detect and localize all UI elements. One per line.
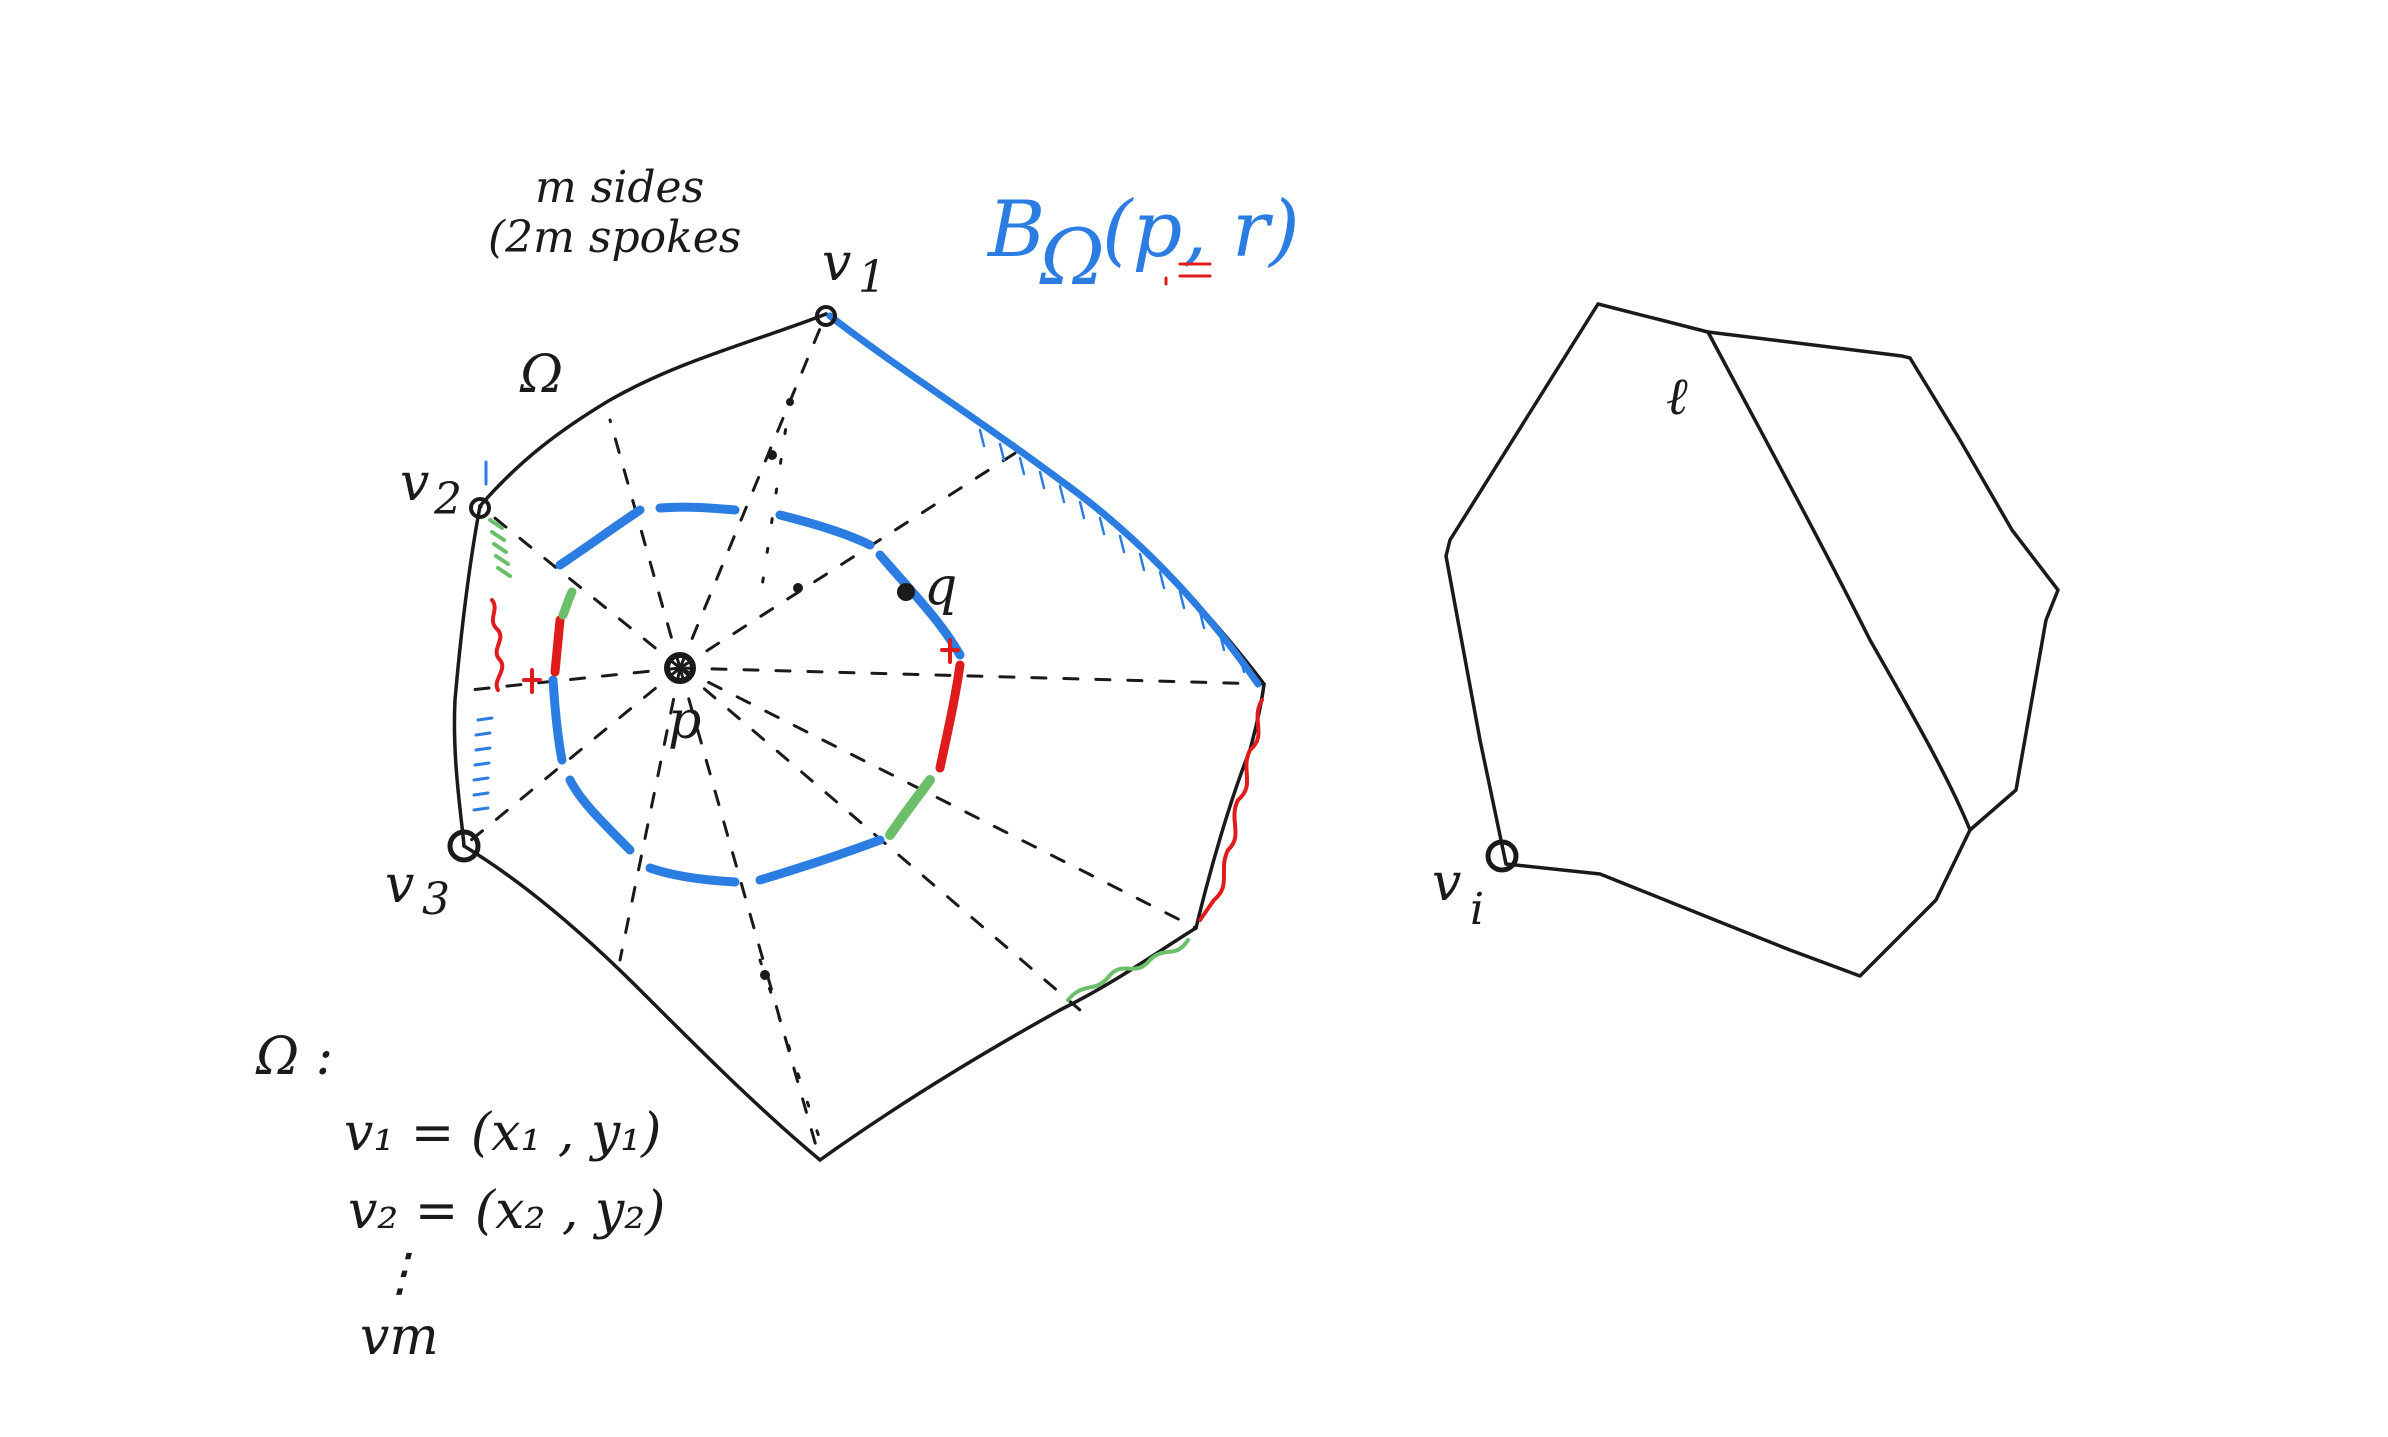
ball-edge-top-right [775, 510, 875, 550]
ball-label-b: B [986, 185, 1045, 275]
hatch-top-right-ticks [978, 428, 1246, 674]
hatch-left-red-tick [522, 668, 542, 694]
ball-edge-left-green [558, 587, 577, 620]
spoke-upper-left [608, 418, 682, 670]
spoke-bottom [678, 666, 822, 1162]
spokes-label: (2m spokes [488, 212, 741, 263]
spoke-left [468, 666, 682, 692]
spoke-v3 [462, 666, 682, 848]
v1-label: v [822, 233, 851, 293]
ball-edge-right-upper [875, 550, 965, 660]
point-p-marker [664, 652, 696, 684]
spoke-v1 [678, 312, 828, 670]
hexagon-edge-top-right [824, 312, 1266, 686]
right-polygon: ℓ v i [1432, 302, 2060, 978]
vertex-v1-marker [815, 305, 837, 327]
m-sides-label: m sides [535, 162, 704, 213]
hexagon-edge-v2-v3 [452, 504, 482, 848]
ball-edge-right-green [885, 775, 935, 840]
ball-edge-bottom-right [755, 835, 885, 885]
vertex-list-row1: v₁ = (x₁ , y₁) [344, 1103, 661, 1163]
ball-label-args: (p, r) [1102, 185, 1300, 275]
dot-mark-1 [786, 398, 794, 406]
v2-subscript: 2 [433, 474, 462, 525]
ball-label-r-underline [1164, 262, 1212, 286]
hatch-left-green [488, 518, 512, 578]
spoke-upper-right [678, 448, 1022, 670]
vertex-list-last: vm [360, 1307, 439, 1367]
dot-mark-3 [793, 583, 803, 593]
dot-mark-2 [767, 450, 777, 460]
v3-subscript: 3 [422, 874, 450, 925]
chord-l [1706, 330, 1972, 832]
hexagon-edge-v1-v2 [478, 312, 828, 508]
ball-edge-bottom [645, 863, 740, 887]
ball-label-subscript: Ω [1039, 213, 1105, 303]
hexagon-omega [452, 312, 1266, 1162]
spokes [462, 312, 1266, 1162]
spoke-right [678, 666, 1266, 686]
hilbert-ball [548, 502, 965, 887]
hexagon-edge-right [1194, 682, 1266, 930]
spoke-dotted-bottom [758, 958, 822, 1142]
hexagon-edge-bottom-right [818, 926, 1198, 1162]
vertex-list-ellipsis: ⋮ [374, 1243, 426, 1303]
left-labels: m sides (2m spokes Ω v 1 v 2 v 3 p q [385, 162, 957, 925]
spoke-dotted-top [758, 398, 792, 602]
p-label: p [668, 691, 701, 751]
v1-subscript: 1 [858, 252, 886, 303]
v3-label: v [385, 855, 414, 915]
ball-edge-bottom-left [565, 775, 635, 855]
ball-edge-left [548, 675, 567, 765]
hatch-left-edge [472, 460, 512, 812]
ball-label: B Ω (p, r) [986, 185, 1300, 303]
hatch-top-right-line [826, 312, 1262, 688]
vertex-v3-marker [447, 829, 481, 863]
hatch-left-blue-bottom [472, 716, 494, 812]
ball-edge-left-red [550, 615, 565, 677]
point-q-marker [897, 583, 915, 601]
right-polygon-outline [1444, 302, 2060, 978]
vertex-list-omega: Ω : [255, 1027, 333, 1087]
vi-label: v [1432, 853, 1461, 913]
ball-edge-top-left [555, 505, 645, 570]
hatch-right-edge [522, 638, 1264, 1002]
vertex-v2-marker [469, 497, 491, 519]
omega-label: Ω [519, 345, 563, 405]
spoke-lower-right [678, 666, 1198, 930]
spoke-v2 [478, 504, 682, 670]
vertex-list: Ω : v₁ = (x₁ , y₁) v₂ = (x₂ , y₂) ⋮ vm [255, 1027, 665, 1367]
vi-subscript: i [1470, 884, 1484, 935]
vertex-markers [447, 305, 1519, 873]
hatch-top-right [826, 312, 1262, 688]
v2-label: v [400, 453, 429, 513]
hatch-left-red [490, 598, 505, 692]
q-label: q [924, 557, 957, 617]
hatch-right-red-tick [940, 638, 960, 664]
vertex-list-row2: v₂ = (x₂ , y₂) [348, 1181, 665, 1241]
l-label: ℓ [1666, 367, 1688, 427]
ball-edge-right-red [935, 660, 965, 773]
hexagon-edge-v3-bottom [462, 844, 822, 1162]
ball-edge-top [655, 502, 740, 515]
dot-mark-4 [760, 970, 770, 980]
hatch-right-red [1198, 698, 1264, 922]
hatch-bottom-right-green [1066, 938, 1190, 1002]
dot-marks [760, 398, 803, 980]
